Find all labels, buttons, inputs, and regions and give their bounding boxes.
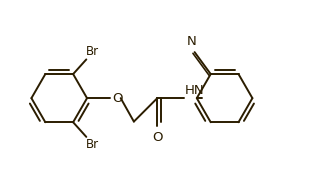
Text: O: O: [152, 131, 163, 144]
Text: Br: Br: [86, 45, 99, 58]
Text: Br: Br: [86, 138, 99, 151]
Text: HN: HN: [185, 84, 205, 97]
Text: O: O: [112, 92, 123, 105]
Text: N: N: [187, 36, 197, 48]
